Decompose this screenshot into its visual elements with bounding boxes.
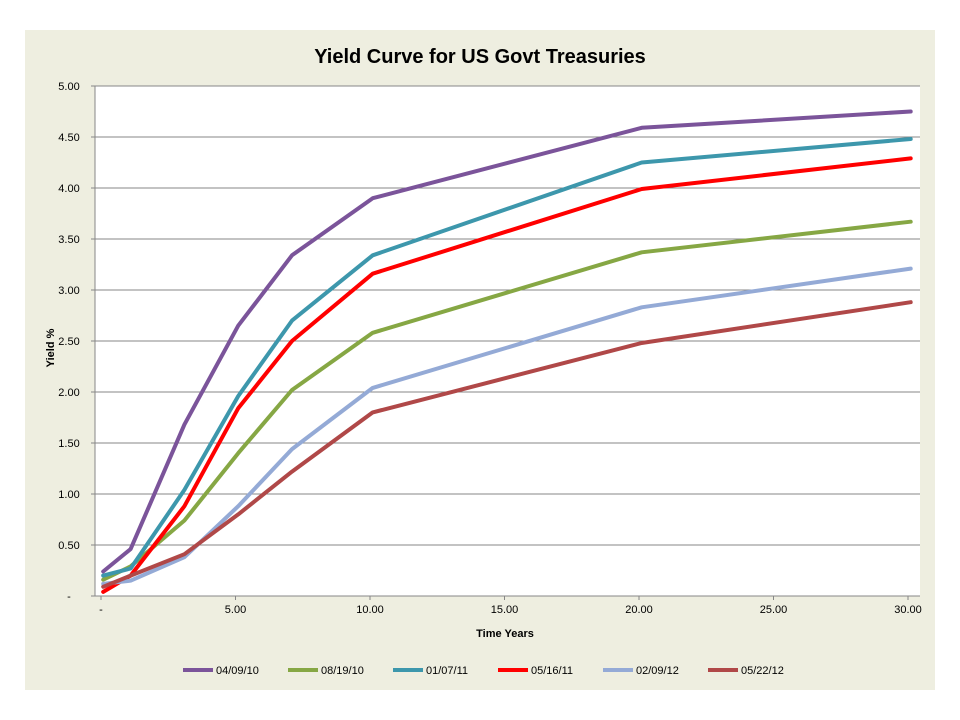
x-tick-label: 20.00 xyxy=(625,604,653,616)
series-line-05-22-12 xyxy=(101,300,913,589)
x-tick-label: 10.00 xyxy=(356,604,384,616)
x-tick-label: - xyxy=(99,604,103,616)
legend-label-05-22-12: 05/22/12 xyxy=(741,665,784,677)
x-tick-label: 15.00 xyxy=(491,604,519,616)
axes xyxy=(91,85,920,600)
legend-label-01-07-11: 01/07/11 xyxy=(426,665,468,677)
y-tick-labels: - 0.50 1.00 1.50 2.00 2.50 3.00 3.50 4.00 4.50 5.0… xyxy=(58,81,79,603)
chart-frame: Yield Curve for US Govt Treasuries - 0.50… xyxy=(25,30,935,690)
grid-lines xyxy=(95,85,920,546)
y-axis-label: Yield % xyxy=(45,328,57,367)
y-tick-label: 2.00 xyxy=(58,387,79,399)
legend: 04/09/10 08/19/10 01/07/11 05/16/11 02/09/12… xyxy=(183,665,784,677)
y-tick-label: 1.50 xyxy=(58,438,79,450)
yield-curve-chart: Yield Curve for US Govt Treasuries - 0.50… xyxy=(45,46,922,677)
x-tick-label: 30.00 xyxy=(894,604,922,616)
series-lines xyxy=(101,109,913,594)
series-line-01-07-11 xyxy=(101,137,913,578)
legend-label-04-09-10: 04/09/10 xyxy=(216,665,259,677)
series-line-02-09-12 xyxy=(101,266,913,586)
x-tick-label: 5.00 xyxy=(225,604,246,616)
x-tick-labels: - 5.00 10.00 15.00 20.00 25.00 30.00 xyxy=(99,604,922,616)
chart-title: Yield Curve for US Govt Treasuries xyxy=(314,46,646,68)
y-tick-label: 2.50 xyxy=(58,336,79,348)
legend-label-08-19-10: 08/19/10 xyxy=(321,665,364,677)
x-tick-label: 25.00 xyxy=(760,604,788,616)
y-tick-label: 1.00 xyxy=(58,489,79,501)
y-tick-label: 3.00 xyxy=(58,285,79,297)
y-tick-label: 4.00 xyxy=(58,183,79,195)
legend-label-05-16-11: 05/16/11 xyxy=(531,665,573,677)
y-tick-label: 4.50 xyxy=(58,132,79,144)
x-axis-label: Time Years xyxy=(476,628,534,640)
y-tick-label: - xyxy=(67,591,71,603)
y-tick-label: 5.00 xyxy=(58,81,79,93)
y-tick-label: 0.50 xyxy=(58,540,79,552)
series-line-05-16-11 xyxy=(101,156,913,594)
legend-label-02-09-12: 02/09/12 xyxy=(636,665,679,677)
series-line-04-09-10 xyxy=(101,109,913,574)
y-tick-label: 3.50 xyxy=(58,234,79,246)
